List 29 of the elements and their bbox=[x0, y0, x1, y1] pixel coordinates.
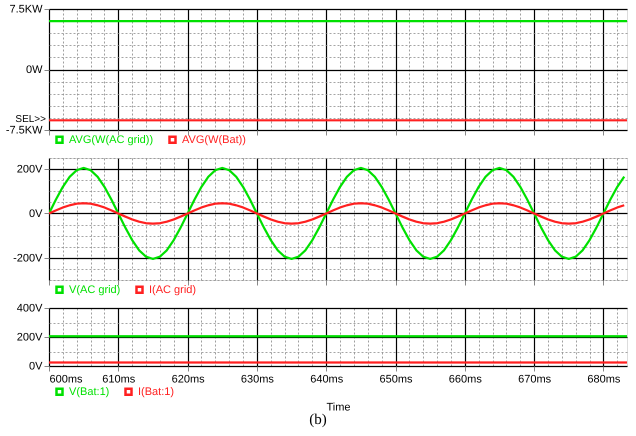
y-tick-label: -200V bbox=[13, 252, 44, 264]
y-tick-label: 200V bbox=[16, 332, 44, 344]
x-tick-label: 600ms bbox=[50, 374, 84, 386]
legend-label: V(AC grid) bbox=[69, 284, 120, 296]
y-tick-label: 400V bbox=[16, 302, 44, 314]
x-tick-label: 610ms bbox=[102, 374, 136, 386]
x-tick-label: 680ms bbox=[587, 374, 621, 386]
y-tick-label: -7.5KW bbox=[6, 124, 44, 136]
y-tick-label: 0V bbox=[29, 360, 44, 372]
text: SEL>> bbox=[15, 114, 46, 125]
legend-label: I(AC grid) bbox=[149, 284, 196, 296]
x-tick-label: 650ms bbox=[380, 374, 414, 386]
line-series bbox=[49, 202, 626, 225]
legend-label: AVG(W(AC grid)) bbox=[69, 134, 154, 146]
x-tick-label: 630ms bbox=[240, 374, 274, 386]
text: V(Bat:1) bbox=[69, 386, 110, 398]
legend-label: AVG(W(Bat)) bbox=[182, 134, 246, 146]
y-tick-label: 7.5KW bbox=[9, 4, 44, 16]
x-tick-label: 660ms bbox=[448, 374, 482, 386]
x-axis-title: Time bbox=[326, 402, 351, 414]
text: (b) bbox=[309, 412, 327, 428]
x-tick-label: 670ms bbox=[518, 374, 552, 386]
x-tick-label: 640ms bbox=[310, 374, 344, 386]
y-tick-label: 200V bbox=[16, 164, 44, 176]
y-tick-label: 0V bbox=[29, 208, 44, 220]
legend-label: I(Bat:1) bbox=[138, 386, 174, 398]
x-tick-label: 620ms bbox=[172, 374, 206, 386]
y-tick-label: 0W bbox=[26, 64, 44, 76]
line-series bbox=[49, 166, 626, 260]
